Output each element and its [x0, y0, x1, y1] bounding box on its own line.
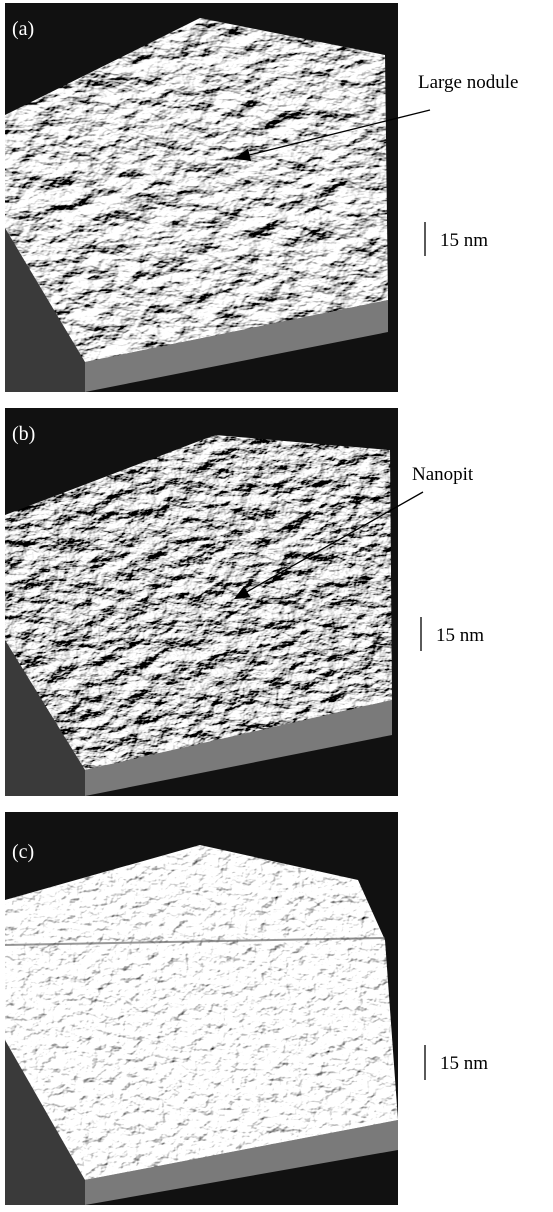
annotation: Large nodule: [418, 72, 518, 93]
page: {"panels": [ {"label": "(a)", "annotatio…: [0, 0, 553, 1207]
panel-label: (b): [12, 423, 35, 445]
panel-a: (a) Large nodule 15 nm: [5, 3, 518, 392]
scale-bar-label: 15 nm: [440, 230, 488, 251]
scale-bar-label: 15 nm: [440, 1053, 488, 1074]
panel-c: (c) 15 nm: [5, 812, 488, 1205]
figure: (a) Large nodule 15 nm (b) Nanopit 15 nm…: [0, 0, 553, 1207]
scale-bar-label: 15 nm: [436, 625, 484, 646]
annotation: Nanopit: [412, 464, 474, 485]
panel-b: (b) Nanopit 15 nm: [5, 408, 484, 796]
panel-label: (c): [12, 841, 34, 863]
panel-label: (a): [12, 18, 34, 40]
